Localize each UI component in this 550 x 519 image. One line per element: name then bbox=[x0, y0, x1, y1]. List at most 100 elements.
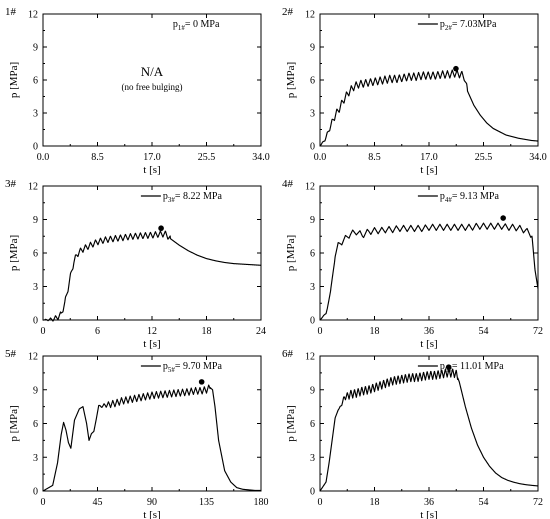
y-tick-label: 9 bbox=[310, 385, 315, 396]
panel-label: 4# bbox=[282, 178, 294, 190]
legend-text: p1#= 0 MPa bbox=[173, 19, 220, 32]
plot-frame bbox=[319, 355, 539, 492]
y-tick-label: 12 bbox=[305, 352, 315, 363]
chart-panel-2: 2# 0.0 8.5 17.0 25.5 34.0 0 3 6 9 12 t [s] p [MPa] p2… bbox=[282, 6, 547, 176]
x-tick-label: 24 bbox=[256, 326, 266, 337]
plot-frame bbox=[42, 13, 262, 147]
x-axis-label: t [s] bbox=[143, 338, 160, 350]
y-axis-label: p [MPa] bbox=[285, 405, 297, 441]
x-axis-label: t [s] bbox=[420, 338, 437, 350]
x-axis-label: t [s] bbox=[143, 509, 160, 519]
x-tick-label: 135 bbox=[199, 497, 214, 508]
y-tick-label: 9 bbox=[33, 215, 38, 226]
x-tick-label: 18 bbox=[370, 326, 380, 337]
y-tick-label: 3 bbox=[33, 453, 38, 464]
x-axis-label: t [s] bbox=[143, 164, 160, 176]
y-axis-label: p [MPa] bbox=[285, 235, 297, 271]
x-tick-label: 0 bbox=[41, 497, 46, 508]
x-tick-label: 0.0 bbox=[314, 152, 327, 163]
x-tick-label: 36 bbox=[424, 497, 434, 508]
x-tick-label: 12 bbox=[147, 326, 157, 337]
y-tick-label: 12 bbox=[28, 182, 38, 193]
x-tick-label: 36 bbox=[424, 326, 434, 337]
x-axis-label: t [s] bbox=[420, 509, 437, 519]
x-tick-label: 0 bbox=[318, 497, 323, 508]
y-tick-label: 0 bbox=[310, 487, 315, 498]
legend-text: p3#= 8.22 MPa bbox=[163, 191, 223, 204]
plot-frame bbox=[42, 355, 262, 492]
plot-frame bbox=[42, 185, 262, 321]
panel-label: 3# bbox=[5, 178, 17, 190]
x-tick-label: 0 bbox=[318, 326, 323, 337]
x-tick-label: 54 bbox=[479, 497, 489, 508]
legend-text: p2#= 7.03MPa bbox=[440, 19, 497, 32]
y-tick-label: 0 bbox=[310, 316, 315, 327]
y-axis-label: p [MPa] bbox=[8, 235, 20, 271]
x-axis-label: t [s] bbox=[420, 164, 437, 176]
y-tick-label: 9 bbox=[310, 215, 315, 226]
y-tick-label: 6 bbox=[310, 419, 315, 430]
plot-frame bbox=[319, 185, 539, 321]
x-tick-label: 180 bbox=[254, 497, 269, 508]
pressure-curve bbox=[42, 384, 262, 492]
peak-marker bbox=[158, 225, 164, 232]
y-tick-label: 12 bbox=[28, 10, 38, 21]
x-tick-label: 72 bbox=[533, 497, 543, 508]
x-tick-label: 45 bbox=[93, 497, 103, 508]
x-tick-label: 18 bbox=[202, 326, 212, 337]
na-label: N/A bbox=[141, 64, 164, 79]
x-tick-label: 6 bbox=[95, 326, 100, 337]
y-tick-label: 12 bbox=[305, 10, 315, 21]
y-tick-label: 3 bbox=[310, 109, 315, 120]
y-tick-label: 3 bbox=[310, 282, 315, 293]
x-tick-label: 0 bbox=[41, 326, 46, 337]
x-tick-label: 54 bbox=[479, 326, 489, 337]
x-tick-label: 18 bbox=[370, 497, 380, 508]
pressure-curve bbox=[319, 69, 539, 147]
peak-marker bbox=[500, 215, 506, 221]
panel-label: 1# bbox=[5, 6, 17, 18]
x-tick-label: 34.0 bbox=[529, 152, 547, 163]
x-tick-label: 25.5 bbox=[198, 152, 216, 163]
y-tick-label: 6 bbox=[310, 249, 315, 260]
y-tick-label: 3 bbox=[33, 282, 38, 293]
y-tick-label: 6 bbox=[310, 76, 315, 87]
y-tick-label: 0 bbox=[33, 142, 38, 153]
y-axis-label: p [MPa] bbox=[8, 62, 20, 98]
chart-panel-5: 5# 0 45 90 135 180 0 3 6 9 12 t [s] p [MPa] p5#= 9.70… bbox=[5, 348, 269, 519]
chart-panel-1: 1# 0.0 8.5 17.0 25.5 34.0 0 3 6 9 12 t [s] p [MPa] N/… bbox=[5, 6, 270, 176]
y-tick-label: 12 bbox=[305, 182, 315, 193]
y-tick-label: 6 bbox=[33, 249, 38, 260]
y-tick-label: 9 bbox=[33, 385, 38, 396]
peak-marker bbox=[445, 364, 452, 370]
y-axis-label: p [MPa] bbox=[285, 62, 297, 98]
y-tick-label: 0 bbox=[33, 487, 38, 498]
pressure-curve bbox=[319, 368, 539, 492]
legend-text: p6#= 11.01 MPa bbox=[440, 361, 504, 374]
x-tick-label: 0.0 bbox=[37, 152, 50, 163]
x-tick-label: 8.5 bbox=[91, 152, 104, 163]
pressure-curve bbox=[42, 230, 262, 322]
panel-label: 5# bbox=[5, 348, 17, 360]
x-tick-label: 34.0 bbox=[252, 152, 270, 163]
plot-frame bbox=[319, 13, 539, 147]
legend-text: p4#= 9.13 MPa bbox=[440, 191, 500, 204]
y-tick-label: 6 bbox=[33, 419, 38, 430]
x-tick-label: 25.5 bbox=[475, 152, 493, 163]
y-tick-label: 6 bbox=[33, 76, 38, 87]
pressure-curve bbox=[319, 222, 539, 321]
panel-label: 6# bbox=[282, 348, 294, 360]
panel-label: 2# bbox=[282, 6, 294, 18]
x-tick-label: 8.5 bbox=[368, 152, 381, 163]
peak-marker bbox=[453, 65, 459, 72]
y-axis-label: p [MPa] bbox=[8, 405, 20, 441]
legend-text: p5#= 9.70 MPa bbox=[163, 361, 223, 374]
y-tick-label: 9 bbox=[33, 43, 38, 54]
y-tick-label: 3 bbox=[33, 109, 38, 120]
x-tick-label: 90 bbox=[147, 497, 157, 508]
y-tick-label: 9 bbox=[310, 43, 315, 54]
